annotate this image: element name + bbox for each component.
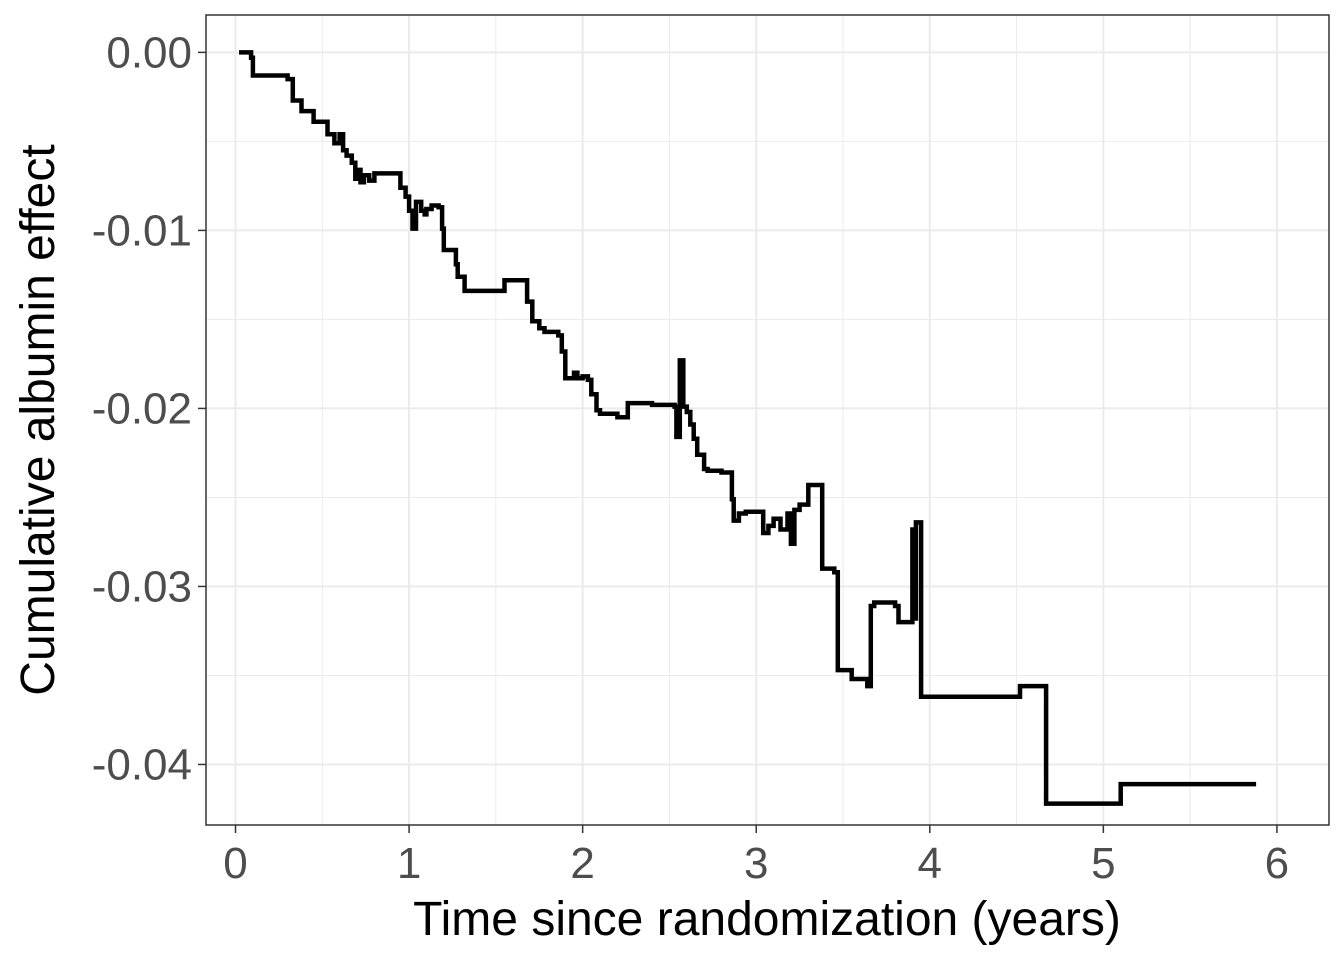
x-tick-label: 6: [1265, 839, 1289, 888]
grid-minor: [206, 15, 1329, 825]
x-tick-label: 3: [744, 839, 768, 888]
x-tick-label: 1: [397, 839, 421, 888]
y-tick-label: -0.03: [92, 562, 192, 611]
y-axis-ticks: 0.00 -0.01 -0.02 -0.03 -0.04: [92, 28, 206, 789]
grid-major: [206, 15, 1329, 825]
plot-border: [205, 14, 1330, 826]
y-tick-label: -0.04: [92, 740, 192, 789]
x-axis-title: Time since randomization (years): [413, 893, 1121, 946]
y-tick-label: -0.02: [92, 384, 192, 433]
x-axis-ticks: 0 1 2 3 4 5 6: [223, 825, 1289, 888]
y-axis-title: Cumulative albumin effect: [12, 144, 65, 695]
x-tick-label: 2: [570, 839, 594, 888]
y-tick-label: -0.01: [92, 206, 192, 255]
x-tick-label: 5: [1091, 839, 1115, 888]
series-line: [239, 50, 1257, 806]
y-tick-label: 0.00: [106, 28, 192, 77]
x-tick-label: 0: [223, 839, 247, 888]
x-tick-label: 4: [918, 839, 942, 888]
plot-background: [206, 15, 1329, 825]
